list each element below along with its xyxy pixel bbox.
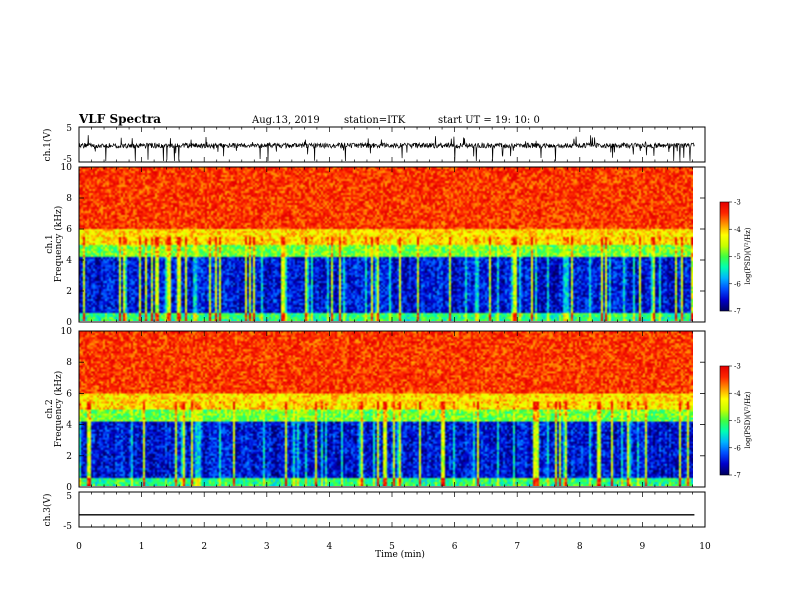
freq-tick-label: 0 <box>66 318 72 328</box>
colorbar-tick-label: -4 <box>734 390 741 398</box>
ch1-waveform-ylabel: ch.1(V) <box>42 129 53 162</box>
ch2-spectrogram-image <box>79 331 693 486</box>
time-tick-label: 6 <box>452 542 458 552</box>
colorbar-tick-label: -7 <box>734 472 741 480</box>
time-tick-label: 8 <box>577 542 583 552</box>
freq-tick-label: 0 <box>66 483 72 493</box>
ch1-spectrogram-yticks: 0 2 4 6 8 10 <box>61 163 705 328</box>
freq-tick-label: 8 <box>66 358 72 368</box>
colorbar-tick-label: -6 <box>734 280 741 288</box>
time-tick-label: 3 <box>264 542 270 552</box>
time-axis-label: Time (min) <box>375 549 425 560</box>
ch1-colorbar-label: log(PSD)(V²/Hz) <box>744 227 752 284</box>
time-tick-label: 7 <box>514 542 520 552</box>
colorbar-tick-label: -3 <box>734 199 741 207</box>
ch3-waveform-frame <box>78 491 706 528</box>
freq-tick-label: 2 <box>66 452 72 462</box>
ch3-ytick-top: 5 <box>66 492 72 502</box>
time-axis-ticks <box>78 127 706 527</box>
ch1-waveform-trace <box>78 135 695 162</box>
freq-tick-label: 8 <box>66 194 72 204</box>
ch1-waveform-frame <box>78 126 706 163</box>
time-tick-label: 1 <box>139 542 145 552</box>
ch2-spectrogram-channel-label: ch.2 <box>45 399 55 418</box>
date-label: Aug.13, 2019 <box>251 115 320 126</box>
ch2-colorbar-ticks: -3 -4 -5 -6 -7 <box>729 363 741 480</box>
time-tick-label: 5 <box>389 542 395 552</box>
colorbar-tick-label: -5 <box>734 417 741 425</box>
ch1-ytick-bottom: -5 <box>63 155 72 165</box>
waveform-line <box>78 135 695 162</box>
start-time-label: start UT = 19: 10: 0 <box>438 115 540 126</box>
figure-title: VLF Spectra <box>78 112 161 126</box>
ch1-colorbar-ticks: -3 -4 -5 -6 -7 <box>729 199 741 316</box>
colorbar-tick-label: -6 <box>734 444 741 452</box>
ch1-ytick-top: 5 <box>66 124 72 134</box>
ch3-waveform-panel: 5 -5 ch.3(V) <box>42 491 706 532</box>
freq-tick-label: 6 <box>66 225 72 235</box>
ch2-colorbar-label: log(PSD)(V²/Hz) <box>744 391 752 448</box>
colorbar-tick-label: -7 <box>734 308 741 316</box>
time-axis-tick-labels: 0 1 2 3 4 5 6 7 8 9 10 <box>76 542 711 552</box>
freq-tick-label: 2 <box>66 287 72 297</box>
station-label: station=ITK <box>344 115 406 126</box>
ch1-waveform-panel: 5 -5 ch.1(V) <box>42 124 706 165</box>
freq-tick-label: 6 <box>66 389 72 399</box>
ch2-colorbar <box>720 366 729 475</box>
time-tick-label: 10 <box>699 542 711 552</box>
time-tick-label: 2 <box>201 542 207 552</box>
ch3-waveform-ylabel: ch.3(V) <box>42 494 53 527</box>
time-tick-label: 9 <box>640 542 646 552</box>
freq-tick-label: 10 <box>61 163 73 173</box>
freq-tick-label: 4 <box>66 421 72 431</box>
time-tick-label: 0 <box>76 542 82 552</box>
ch1-spectrogram-ylabel: Frequency (kHz) <box>53 206 64 283</box>
freq-tick-label: 4 <box>66 256 72 266</box>
ch1-spectrogram-channel-label: ch.1 <box>45 234 55 253</box>
ch1-colorbar <box>720 202 729 311</box>
ch1-spectrogram-image <box>79 167 693 321</box>
ch2-spectrogram-yticks: 0 2 4 6 8 10 <box>61 327 705 493</box>
ch3-ytick-bottom: -5 <box>63 522 72 532</box>
time-tick-label: 4 <box>327 542 333 552</box>
colorbar-tick-label: -3 <box>734 363 741 371</box>
ch2-spectrogram-ylabel: Frequency (kHz) <box>53 371 64 448</box>
colorbar-tick-label: -4 <box>734 226 741 234</box>
freq-tick-label: 10 <box>61 327 73 337</box>
colorbar-tick-label: -5 <box>734 253 741 261</box>
